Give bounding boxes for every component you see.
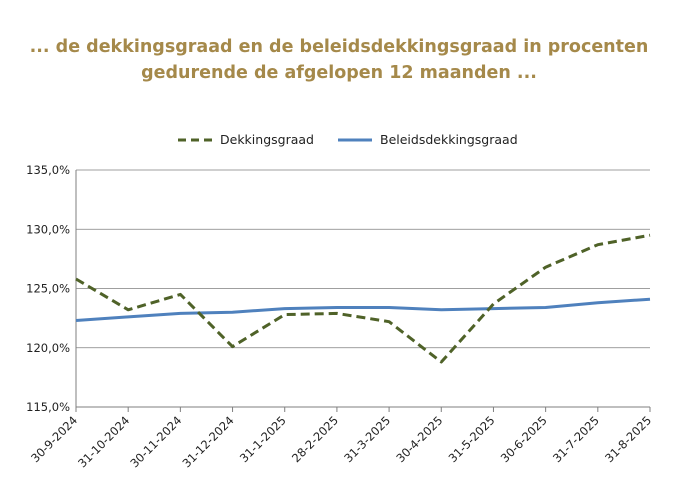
- series-beleidsdekkingsgraad-point: [283, 307, 286, 310]
- series-dekkingsgraad-point: [649, 234, 652, 237]
- x-tick-label: 31-8-2025: [602, 413, 654, 465]
- series-dekkingsgraad-point: [544, 266, 547, 269]
- series-dekkingsgraad-point: [596, 243, 599, 246]
- axes: [75, 170, 651, 412]
- x-tick-label: 30-6-2025: [498, 413, 550, 465]
- legend: Dekkingsgraad Beleidsdekkingsgraad: [178, 132, 518, 147]
- legend-label-dekkingsgraad: Dekkingsgraad: [220, 132, 314, 147]
- x-tick-label: 30-11-2024: [127, 413, 184, 470]
- series-beleidsdekkingsgraad-point: [231, 311, 234, 314]
- series-beleidsdekkingsgraad-point: [75, 319, 78, 322]
- y-tick-label: 130,0%: [26, 222, 70, 236]
- y-tick-label: 135,0%: [26, 163, 70, 177]
- legend-label-beleidsdekkingsgraad: Beleidsdekkingsgraad: [380, 132, 518, 147]
- x-tick-label: 30-9-2024: [28, 413, 80, 465]
- series-dekkingsgraad-point: [492, 302, 495, 305]
- chart-title-line-2: gedurende de afgelopen 12 maanden ...: [141, 63, 537, 83]
- series-beleidsdekkingsgraad-point: [335, 306, 338, 309]
- series-dekkingsgraad-point: [127, 308, 130, 311]
- x-tick-label: 31-12-2024: [180, 413, 237, 470]
- series-dekkingsgraad-point: [283, 313, 286, 316]
- series-beleidsdekkingsgraad-point: [388, 306, 391, 309]
- series: [75, 233, 652, 364]
- series-beleidsdekkingsgraad-line: [75, 297, 651, 322]
- series-beleidsdekkingsgraad-point: [440, 308, 443, 311]
- grid: [76, 169, 650, 349]
- series-dekkingsgraad-line: [75, 233, 651, 364]
- x-tick-label: 28-2-2025: [289, 413, 341, 465]
- x-tick-label: 31-1-2025: [237, 413, 289, 465]
- x-tick-label: 31-10-2024: [75, 413, 132, 470]
- series-beleidsdekkingsgraad-point: [649, 298, 652, 301]
- series-beleidsdekkingsgraad-point: [179, 312, 182, 315]
- x-tick-label: 31-5-2025: [446, 413, 498, 465]
- series-dekkingsgraad-point: [179, 293, 182, 296]
- series-dekkingsgraad-point: [75, 278, 78, 281]
- x-tick-label: 31-7-2025: [550, 413, 602, 465]
- y-tick-label: 115,0%: [26, 400, 70, 414]
- series-beleidsdekkingsgraad-point: [544, 306, 547, 309]
- y-tick-label: 125,0%: [26, 282, 70, 296]
- y-tick-label: 120,0%: [26, 341, 70, 355]
- series-beleidsdekkingsgraad-point: [596, 301, 599, 304]
- series-dekkingsgraad-point: [231, 345, 234, 348]
- series-dekkingsgraad-point: [440, 360, 443, 363]
- x-tick-label: 31-3-2025: [341, 413, 393, 465]
- x-tick-label: 30-4-2025: [393, 413, 445, 465]
- series-beleidsdekkingsgraad-point: [127, 315, 130, 318]
- series-dekkingsgraad-point: [388, 320, 391, 323]
- series-beleidsdekkingsgraad-point: [492, 307, 495, 310]
- chart-title-line-1: ... de dekkingsgraad en de beleidsdekkin…: [29, 37, 649, 57]
- chart-title: ... de dekkingsgraad en de beleidsdekkin…: [0, 34, 678, 86]
- series-dekkingsgraad-point: [335, 312, 338, 315]
